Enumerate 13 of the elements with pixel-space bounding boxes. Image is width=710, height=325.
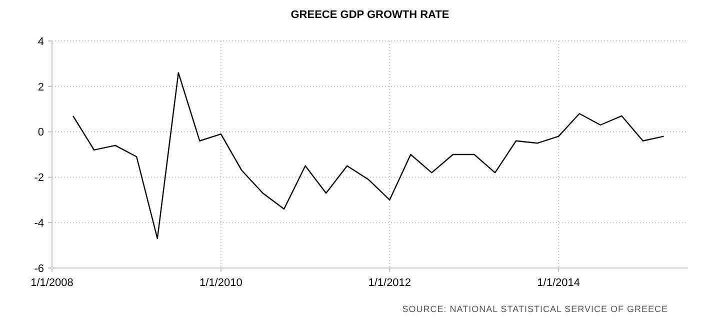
y-tick-label: 4 xyxy=(38,36,44,48)
y-tick-label: 0 xyxy=(38,126,44,139)
x-tick-label: 1/1/2010 xyxy=(200,277,242,289)
x-tick-label: 1/1/2008 xyxy=(30,277,74,289)
source-note: SOURCE: NATIONAL STATISTICAL SERVICE OF GREECE xyxy=(402,304,668,314)
x-tick-label: 1/1/2014 xyxy=(537,277,580,289)
y-tick-label: -6 xyxy=(34,262,44,275)
y-tick-label: -4 xyxy=(34,217,44,230)
y-tick-label: -2 xyxy=(34,172,44,184)
chart-title: GREECE GDP GROWTH RATE xyxy=(290,9,450,21)
line-series xyxy=(72,72,664,240)
x-tick-label: 1/1/2012 xyxy=(368,277,412,289)
y-tick-label: 2 xyxy=(38,81,44,94)
